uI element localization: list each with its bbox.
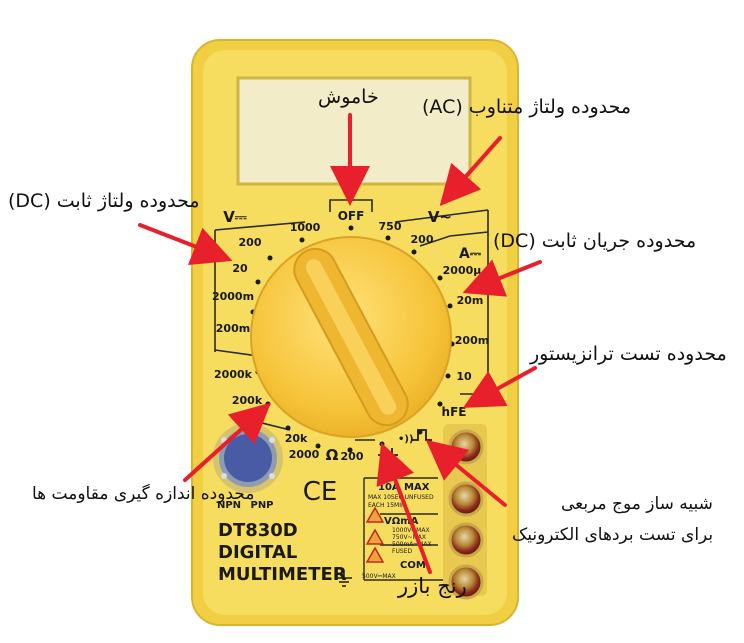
- input-jacks[interactable]: [443, 424, 487, 600]
- dial-dca-symbol: A⎓: [459, 246, 482, 262]
- arrow-buzzer: [376, 442, 432, 574]
- dcv-range-200m: 200m: [216, 322, 250, 335]
- annotation-arrows: [138, 113, 542, 574]
- warning-icon: [365, 506, 385, 563]
- arrow-resistance: [183, 402, 271, 482]
- dcv-range-1000: 1000: [290, 221, 321, 234]
- buzzer-icon: •)): [398, 434, 414, 445]
- square-wave-output-jack[interactable]: [448, 429, 484, 465]
- jack-com[interactable]: [448, 564, 484, 600]
- socket-pnp-label: PNP: [250, 500, 273, 511]
- jack-com-note: 500V⎓MAX: [362, 573, 396, 580]
- ohm-range-200k: 200k: [232, 394, 263, 407]
- dca-range-10: 10: [456, 370, 472, 383]
- arrow-square-wave: [425, 439, 507, 507]
- label-dc-current: محدوده جریان ثابت (DC): [493, 230, 697, 252]
- dial-off-label: OFF: [338, 209, 365, 223]
- label-resistance: محدوده اندازه گیری مقاومت ها: [32, 484, 255, 504]
- label-square-wave-line2: برای تست بردهای الکترونیک: [512, 525, 714, 545]
- acv-range-200: 200: [411, 233, 434, 246]
- device-name-line1: DIGITAL: [218, 542, 297, 563]
- ce-mark: CE: [303, 477, 338, 507]
- dca-range-20m: 20m: [457, 294, 484, 307]
- ohm-range-2000k: 2000k: [214, 368, 253, 381]
- dial-hfe-label: hFE: [442, 405, 467, 419]
- model-label: DT830D: [218, 520, 298, 541]
- ohm-range-20k: 20k: [285, 432, 308, 445]
- dial-dcv-symbol: V⎓: [223, 208, 247, 226]
- ohm-range-2000: 2000: [289, 448, 320, 461]
- dial-acv-symbol: V~: [428, 208, 452, 226]
- arrow-dc-current: [462, 259, 542, 297]
- jack-10a-label: 10A: [378, 482, 400, 493]
- jack-vma[interactable]: [448, 522, 484, 558]
- multimeter-body: OFF V⎓ V~ A⎓ Ω hFE 1000 200 20 2000m 200…: [191, 39, 519, 626]
- jack-max-label: MAX: [404, 482, 430, 493]
- jack-vma-note3: 500mA⎓MAX: [392, 541, 432, 548]
- device-name-line2: MULTIMETER: [218, 564, 347, 585]
- arrow-ac-voltage: [439, 136, 502, 206]
- knob-pointer[interactable]: [287, 241, 415, 432]
- jack-vma-note4: FUSED: [392, 548, 412, 555]
- dca-range-200m: 200m: [455, 334, 489, 347]
- jack-vma-label: VΩmA: [384, 516, 419, 527]
- label-dc-voltage: محدوده ولتاژ ثابت (DC): [8, 190, 200, 212]
- label-square-wave-line1: شبیه ساز موج مربعی: [561, 494, 713, 514]
- label-buzzer: رنج بازر: [398, 574, 467, 598]
- jack-com-label: COM: [400, 560, 426, 571]
- dial-ohm-symbol: Ω: [326, 446, 339, 464]
- transistor-socket-inner: [224, 434, 272, 482]
- dcv-range-2000m: 2000m: [212, 290, 254, 303]
- label-off: خاموش: [318, 86, 379, 108]
- label-ac-voltage: محدوده ولتاژ متناوب (AC): [422, 96, 632, 118]
- acv-range-750: 750: [379, 220, 402, 233]
- jack-vma-note1: 1000V⎓MAX: [392, 527, 430, 534]
- dcv-range-20: 20: [232, 262, 248, 275]
- jack-10a[interactable]: [448, 481, 484, 517]
- label-transistor: محدوده تست ترانزیستور: [530, 343, 727, 365]
- arrow-transistor: [463, 366, 537, 408]
- ohm-range-200: 200: [341, 450, 364, 463]
- ground-icon: [336, 570, 352, 587]
- dcv-range-200: 200: [239, 236, 262, 249]
- jack-vma-note2: 750V~MAX: [392, 534, 426, 541]
- arrow-dc-voltage: [138, 223, 233, 266]
- jack-10a-note2: EACH 15MIN: [368, 502, 405, 509]
- dca-range-2000u: 2000μ: [443, 264, 482, 277]
- socket-npn-label: NPN: [217, 500, 241, 511]
